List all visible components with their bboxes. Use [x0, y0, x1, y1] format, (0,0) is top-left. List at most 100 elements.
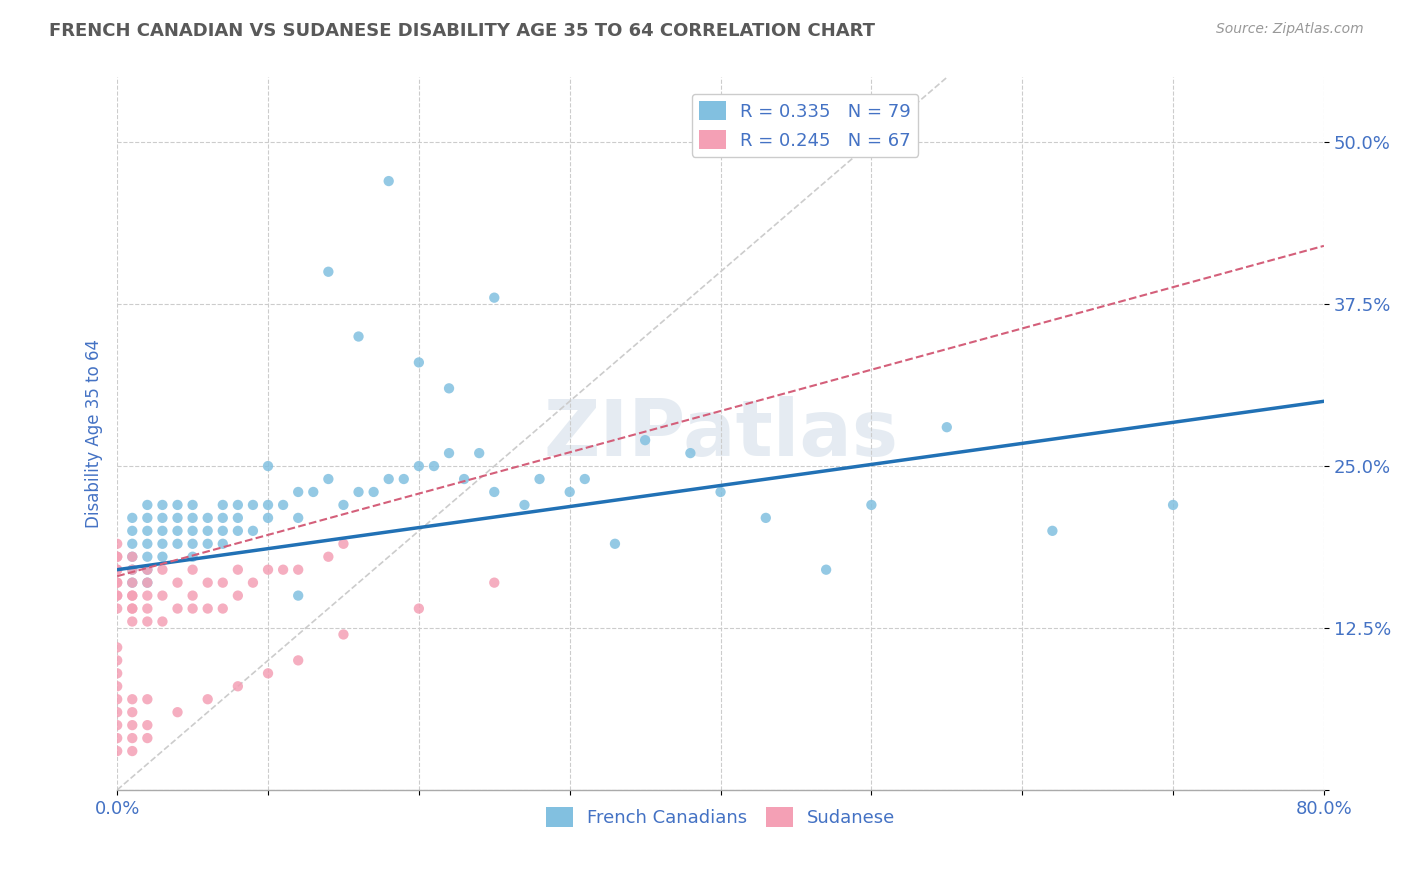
Point	[211, 524, 233, 538]
Point	[121, 718, 143, 732]
Point	[226, 563, 249, 577]
Point	[181, 601, 204, 615]
Point	[136, 615, 159, 629]
Point	[105, 589, 128, 603]
Point	[197, 537, 219, 551]
Point	[257, 511, 280, 525]
Point	[392, 472, 415, 486]
Point	[166, 601, 188, 615]
Point	[197, 575, 219, 590]
Point	[121, 601, 143, 615]
Point	[197, 692, 219, 706]
Point	[484, 291, 506, 305]
Point	[287, 485, 309, 500]
Point	[105, 537, 128, 551]
Point	[105, 589, 128, 603]
Point	[166, 705, 188, 719]
Point	[453, 472, 475, 486]
Point	[242, 524, 264, 538]
Point	[105, 666, 128, 681]
Point	[152, 563, 174, 577]
Point	[136, 718, 159, 732]
Point	[211, 601, 233, 615]
Point	[105, 563, 128, 577]
Point	[558, 485, 581, 500]
Point	[709, 485, 731, 500]
Point	[136, 575, 159, 590]
Point	[121, 575, 143, 590]
Point	[136, 524, 159, 538]
Point	[815, 563, 838, 577]
Point	[211, 511, 233, 525]
Point	[211, 537, 233, 551]
Point	[423, 458, 446, 473]
Point	[408, 458, 430, 473]
Point	[105, 653, 128, 667]
Point	[271, 498, 294, 512]
Point	[121, 705, 143, 719]
Point	[529, 472, 551, 486]
Point	[377, 174, 399, 188]
Point	[197, 524, 219, 538]
Point	[755, 511, 778, 525]
Point	[347, 329, 370, 343]
Point	[136, 537, 159, 551]
Point	[197, 601, 219, 615]
Point	[136, 498, 159, 512]
Point	[211, 498, 233, 512]
Point	[152, 537, 174, 551]
Point	[226, 498, 249, 512]
Point	[105, 549, 128, 564]
Point	[105, 575, 128, 590]
Point	[105, 731, 128, 745]
Point	[860, 498, 883, 512]
Point	[105, 744, 128, 758]
Point	[152, 589, 174, 603]
Point	[136, 511, 159, 525]
Point	[152, 511, 174, 525]
Point	[152, 524, 174, 538]
Point	[105, 679, 128, 693]
Point	[121, 549, 143, 564]
Point	[437, 381, 460, 395]
Point	[152, 549, 174, 564]
Point	[105, 718, 128, 732]
Point	[257, 498, 280, 512]
Point	[166, 575, 188, 590]
Point	[935, 420, 957, 434]
Point	[226, 524, 249, 538]
Point	[121, 601, 143, 615]
Point	[105, 575, 128, 590]
Point	[136, 601, 159, 615]
Point	[287, 653, 309, 667]
Point	[181, 563, 204, 577]
Point	[257, 458, 280, 473]
Point	[226, 589, 249, 603]
Point	[121, 575, 143, 590]
Point	[121, 692, 143, 706]
Point	[181, 589, 204, 603]
Point	[679, 446, 702, 460]
Point	[121, 731, 143, 745]
Point	[484, 575, 506, 590]
Point	[121, 563, 143, 577]
Point	[226, 679, 249, 693]
Point	[211, 575, 233, 590]
Point	[121, 549, 143, 564]
Point	[1042, 524, 1064, 538]
Point	[318, 549, 340, 564]
Point	[408, 601, 430, 615]
Point	[166, 511, 188, 525]
Point	[121, 511, 143, 525]
Point	[513, 498, 536, 512]
Point	[105, 692, 128, 706]
Point	[1161, 498, 1184, 512]
Point	[242, 575, 264, 590]
Point	[121, 537, 143, 551]
Point	[181, 511, 204, 525]
Text: FRENCH CANADIAN VS SUDANESE DISABILITY AGE 35 TO 64 CORRELATION CHART: FRENCH CANADIAN VS SUDANESE DISABILITY A…	[49, 22, 875, 40]
Y-axis label: Disability Age 35 to 64: Disability Age 35 to 64	[86, 339, 103, 528]
Point	[181, 524, 204, 538]
Point	[242, 498, 264, 512]
Point	[166, 498, 188, 512]
